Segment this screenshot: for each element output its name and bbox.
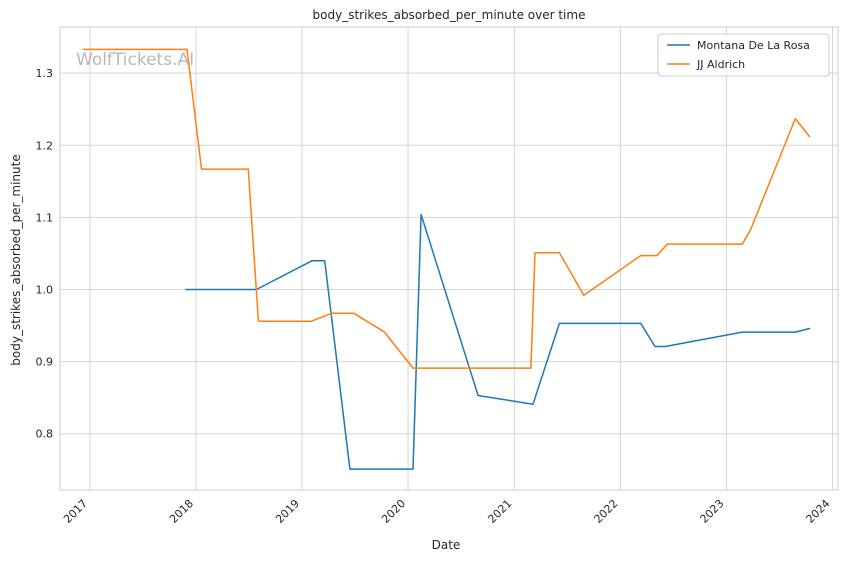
chart-title: body_strikes_absorbed_per_minute over ti… (313, 8, 586, 22)
watermark: WolfTickets.AI (76, 50, 194, 70)
series-line-montana-de-la-rosa (185, 213, 811, 470)
x-tick-label: 2022 (592, 497, 621, 526)
x-tick-label: 2024 (804, 497, 833, 526)
series-layer (82, 48, 811, 470)
y-axis-title: body_strikes_absorbed_per_minute (9, 154, 23, 365)
x-tick-label: 2018 (167, 497, 196, 526)
y-tick-label: 1.3 (36, 67, 54, 80)
legend-label-montana: Montana De La Rosa (697, 39, 810, 52)
x-tick-label: 2021 (485, 497, 514, 526)
x-tick-label: 2019 (273, 497, 302, 526)
x-tick-label: 2023 (698, 497, 727, 526)
legend-box (657, 33, 830, 77)
legend-label-aldrich: JJ Aldrich (696, 58, 745, 71)
x-tick-label: 2017 (61, 497, 90, 526)
y-tick-label: 1.0 (36, 284, 54, 297)
y-tick-label: 1.2 (36, 139, 54, 152)
x-tick-label: 2020 (379, 497, 408, 526)
y-tick-label: 1.1 (36, 211, 54, 224)
y-tick-label: 0.9 (36, 356, 54, 369)
y-tick-label: 0.8 (36, 428, 54, 441)
legend: Montana De La Rosa JJ Aldrich (657, 33, 830, 77)
plot-area (60, 27, 838, 490)
series-line-jj-aldrich (82, 48, 811, 369)
plot-border (59, 26, 839, 491)
x-axis-title: Date (432, 538, 461, 552)
